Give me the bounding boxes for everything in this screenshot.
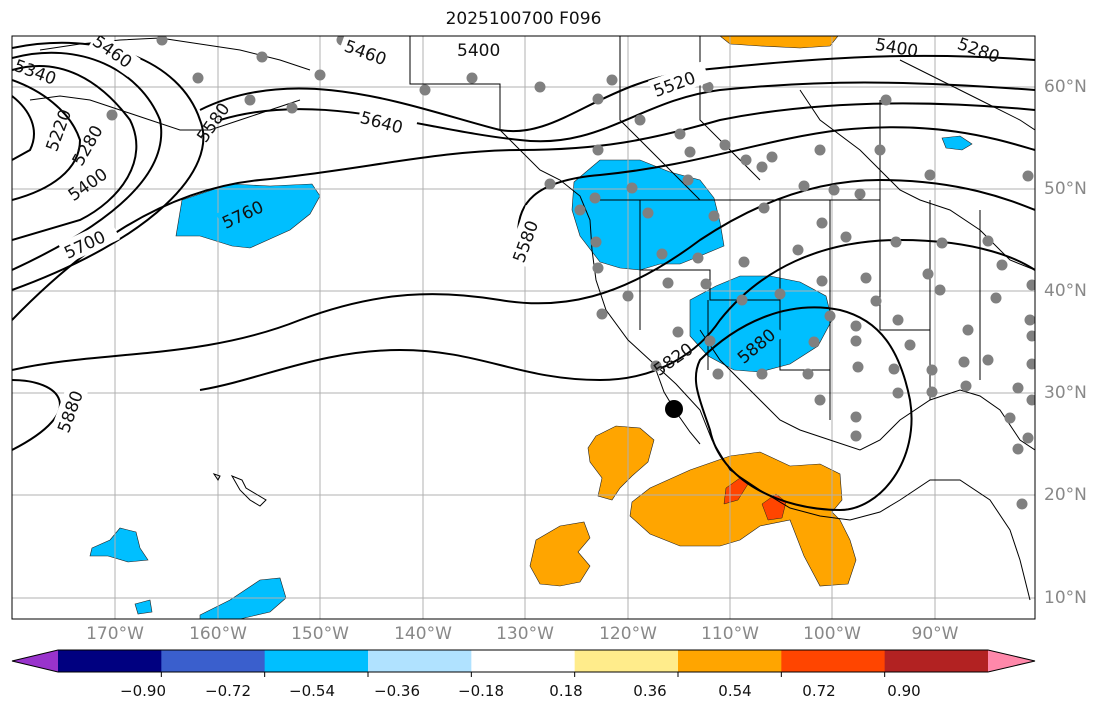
contour-label: 5220 xyxy=(43,107,77,154)
colorbar-segment xyxy=(58,650,162,672)
longitude-label: 100°W xyxy=(803,624,861,644)
colorbar xyxy=(11,649,1036,677)
warm-anomaly-mexico xyxy=(629,451,857,587)
contour-label: 5340 xyxy=(11,56,58,90)
cold-anomaly-bering xyxy=(941,135,973,151)
latitude-label: 20°N xyxy=(1044,485,1087,505)
contour-label: 5280 xyxy=(955,34,1002,68)
latitude-label: 30°N xyxy=(1044,383,1087,403)
colorbar-segment xyxy=(678,650,782,672)
colorbar-tick-label: 0.36 xyxy=(633,682,667,700)
colorbar-segment xyxy=(161,650,266,672)
latitude-label: 60°N xyxy=(1044,77,1087,97)
longitude-label: 110°W xyxy=(701,624,759,644)
colorbar-tick-label: 0.90 xyxy=(887,682,921,700)
colorbar-segment xyxy=(781,650,886,672)
colorbar-tick-label: −0.36 xyxy=(374,682,420,700)
longitude-label: 90°W xyxy=(911,624,959,644)
longitude-label: 160°W xyxy=(189,624,247,644)
cold-anomaly-southwest xyxy=(689,275,833,373)
colorbar-tick-label: 0.72 xyxy=(802,682,836,700)
colorbar-segment xyxy=(264,650,369,672)
colorbar-segment xyxy=(574,650,679,672)
contour-label-group: 5400 5460 5340 5280 5400 5220 5280 5400 … xyxy=(11,34,1002,438)
colorbar-extend-max xyxy=(988,650,1035,672)
colorbar-segment xyxy=(884,650,989,672)
colorbar-segment xyxy=(471,650,576,672)
contour-label: 5400 xyxy=(65,165,112,206)
warm-anomaly-baja xyxy=(587,425,655,501)
contour-label: 5400 xyxy=(457,41,500,61)
storm-center-marker xyxy=(665,400,683,418)
warm-anomaly-arctic xyxy=(719,36,839,49)
station-markers xyxy=(106,36,1035,510)
contour-label: 5820 xyxy=(650,339,697,380)
coastlines xyxy=(29,36,1035,601)
contour-label: 5640 xyxy=(358,108,405,139)
cold-anomaly-tropics-3 xyxy=(134,599,153,615)
longitude-label: 130°W xyxy=(496,624,554,644)
colorbar-tick-label: −0.90 xyxy=(120,682,166,700)
colorbar-segment xyxy=(368,650,472,672)
longitude-label: 150°W xyxy=(291,624,349,644)
colorbar-tick-label: −0.18 xyxy=(458,682,504,700)
colorbar-outline xyxy=(11,649,1036,673)
cold-anomaly-tropics-1 xyxy=(89,527,149,563)
contour-label: 5580 xyxy=(193,100,234,147)
colorbar-tick-label: −0.54 xyxy=(289,682,335,700)
contour-label: 5400 xyxy=(873,35,919,62)
colorbar-tick-label: 0.54 xyxy=(718,682,752,700)
graticule xyxy=(12,36,1035,619)
latitude-label: 50°N xyxy=(1044,179,1087,199)
longitude-label: 140°W xyxy=(394,624,452,644)
colorbar-tick-label: 0.18 xyxy=(549,682,583,700)
longitude-label: 120°W xyxy=(599,624,657,644)
map-frame xyxy=(11,35,1036,620)
colorbar-tick-label: −0.72 xyxy=(205,682,251,700)
latitude-label: 10°N xyxy=(1044,588,1087,608)
warm-anomaly-pacific xyxy=(529,521,591,587)
colorbar-extend-min xyxy=(12,650,58,672)
latitude-label: 40°N xyxy=(1044,281,1087,301)
map-title: 2025100700 F096 xyxy=(445,9,602,29)
height-contours xyxy=(12,41,1035,512)
longitude-label: 170°W xyxy=(86,624,144,644)
